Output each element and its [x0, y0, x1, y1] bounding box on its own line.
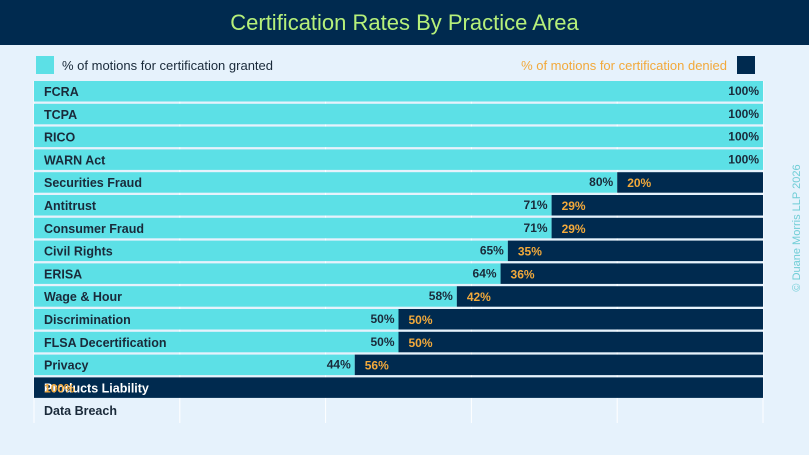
legend-denied: % of motions for certification denied	[521, 55, 755, 75]
bar-granted	[34, 81, 763, 102]
denied-value-label: 50%	[409, 313, 433, 327]
category-label: Data Breach	[44, 404, 117, 418]
bar-granted	[34, 126, 763, 148]
legend-denied-swatch	[737, 56, 755, 74]
legend-denied-label: % of motions for certification denied	[521, 57, 727, 73]
category-label: Consumer Fraud	[44, 222, 144, 236]
category-label: TCPA	[44, 108, 77, 122]
granted-value-label: 65%	[480, 244, 504, 258]
granted-value-label: 100%	[728, 152, 759, 166]
denied-value-label: 20%	[627, 176, 651, 190]
granted-value-label: 80%	[589, 175, 613, 189]
bar-granted	[34, 263, 501, 284]
bar-denied	[398, 309, 763, 330]
bar-granted	[34, 354, 355, 376]
category-label: Discrimination	[44, 313, 131, 327]
bar-denied	[354, 354, 763, 376]
denied-value-label: 36%	[511, 267, 535, 281]
granted-value-label: 44%	[327, 358, 351, 372]
bar-denied	[551, 195, 763, 216]
bar-granted	[34, 331, 399, 353]
granted-value-label: 50%	[370, 312, 394, 326]
denied-value-label: 100%	[44, 381, 75, 395]
category-label: Wage & Hour	[44, 290, 122, 304]
denied-value-label: 35%	[518, 245, 542, 259]
bar-denied	[456, 286, 763, 307]
granted-value-label: 71%	[524, 221, 548, 235]
category-label: RICO	[44, 131, 76, 145]
denied-value-label: 56%	[365, 359, 389, 373]
chart-title: Certification Rates By Practice Area	[230, 9, 579, 35]
bar-denied	[507, 240, 763, 262]
category-label: Antitrust	[44, 199, 97, 213]
category-label: Privacy	[44, 359, 89, 373]
bar-granted	[34, 309, 399, 330]
bar-denied	[398, 331, 763, 353]
legend-granted: % of motions for certification granted	[36, 55, 273, 75]
granted-value-label: 64%	[473, 266, 497, 280]
bar-granted	[34, 240, 508, 262]
bar-denied	[551, 217, 763, 239]
bar-granted	[34, 149, 763, 170]
granted-value-label: 71%	[524, 198, 548, 212]
category-label: FLSA Decertification	[44, 336, 166, 350]
denied-value-label: 50%	[409, 336, 433, 350]
copyright-text: © Duane Morris LLP 2026	[791, 164, 803, 292]
granted-value-label: 100%	[728, 84, 759, 98]
bar-denied	[34, 377, 763, 398]
category-label: Securities Fraud	[44, 176, 142, 190]
granted-value-label: 100%	[728, 130, 759, 144]
denied-value-label: 29%	[562, 199, 586, 213]
bar-granted	[34, 195, 552, 216]
bar-granted	[34, 217, 552, 239]
bar-granted	[34, 286, 457, 307]
bar-granted	[34, 103, 763, 125]
category-label: Civil Rights	[44, 245, 113, 259]
denied-value-label: 29%	[562, 222, 586, 236]
bar-granted	[34, 172, 618, 193]
category-label: Products Liability	[44, 381, 149, 395]
granted-value-label: 58%	[429, 289, 453, 303]
granted-value-label: 50%	[370, 335, 394, 349]
legend-granted-swatch	[36, 56, 54, 74]
denied-value-label: 42%	[467, 290, 491, 304]
category-label: WARN Act	[44, 153, 106, 167]
category-label: FCRA	[44, 85, 79, 99]
granted-value-label: 100%	[728, 107, 759, 121]
legend-granted-label: % of motions for certification granted	[62, 57, 273, 73]
category-label: ERISA	[44, 267, 82, 281]
title-bar: Certification Rates By Practice Area	[0, 0, 809, 45]
bar-denied	[500, 263, 763, 284]
bar-denied	[617, 172, 763, 193]
